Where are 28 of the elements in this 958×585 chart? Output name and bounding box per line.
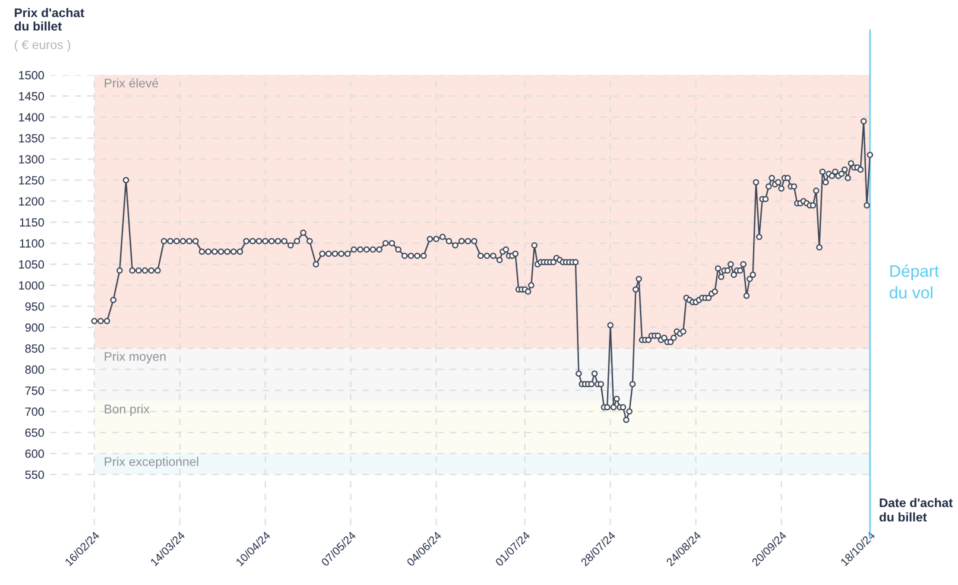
- band-label: Prix élevé: [104, 78, 158, 88]
- y-tick-label: 1350: [19, 134, 44, 142]
- ref-line-label: Départ du vol: [890, 264, 939, 299]
- y-tick-label: 600: [25, 450, 44, 458]
- y-tick-label: 1050: [19, 260, 44, 269]
- y-axis-title: Prix d'achat du billet: [14, 8, 84, 31]
- y-tick-label: 900: [25, 323, 44, 332]
- y-tick-label: 950: [25, 302, 44, 311]
- y-tick-label: 1000: [19, 281, 44, 290]
- y-tick-label: 700: [25, 407, 44, 416]
- y-tick-label: 550: [25, 470, 44, 479]
- y-tick-label: 1450: [19, 92, 44, 100]
- y-tick-label: 850: [25, 344, 44, 353]
- y-tick-label: 1250: [19, 176, 44, 185]
- x-axis-title: Date d'achat du billet: [880, 498, 953, 522]
- y-tick-label: 1150: [20, 218, 44, 227]
- text: ( € euros ): [14, 40, 70, 52]
- band-label: Prix exceptionnel: [104, 456, 198, 469]
- y-tick-label: 1300: [19, 155, 44, 164]
- y-tick-label: 1100: [20, 239, 44, 248]
- y-tick-label: 1400: [19, 113, 44, 122]
- band-label: Bon prix: [104, 404, 150, 416]
- y-tick-label: 750: [25, 386, 44, 395]
- y-tick-label: 1200: [19, 197, 44, 206]
- y-tick-label: 650: [25, 428, 44, 437]
- band-label: Prix moyen: [104, 352, 166, 364]
- y-tick-label: 800: [25, 365, 44, 374]
- y-tick-label: 1500: [19, 71, 44, 80]
